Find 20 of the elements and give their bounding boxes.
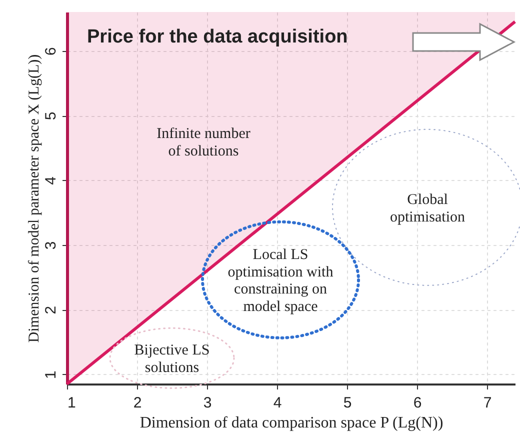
x-tick-label: 6 (413, 394, 422, 412)
y-tick-label: 6 (42, 47, 60, 56)
annotation: Local LS optimisation with constraining on model space (228, 247, 334, 315)
y-axis-title: Dimension of model parameter space X (Lg(L)) (26, 54, 42, 343)
y-tick-label: 4 (42, 176, 60, 185)
x-tick-label: 4 (273, 394, 282, 412)
x-axis-title: Dimension of data comparison space P (Lg(N)) (140, 414, 444, 432)
y-tick-label: 5 (42, 112, 60, 120)
y-tick-label: 2 (42, 306, 60, 314)
y-tick-label: 1 (42, 370, 60, 379)
x-tick-label: 5 (343, 394, 352, 412)
annotation: Global optimisation (390, 192, 466, 226)
x-tick-label: 7 (483, 394, 492, 412)
x-tick-label: 1 (68, 394, 76, 412)
x-tick-label: 2 (133, 394, 142, 412)
y-tick-label: 3 (42, 241, 60, 250)
x-tick-label: 3 (203, 394, 212, 412)
text: Price for the data acquisition (87, 26, 348, 48)
annotation: Bijective LS solutions (134, 342, 210, 376)
annotation: Infinite number of solutions (156, 126, 250, 160)
